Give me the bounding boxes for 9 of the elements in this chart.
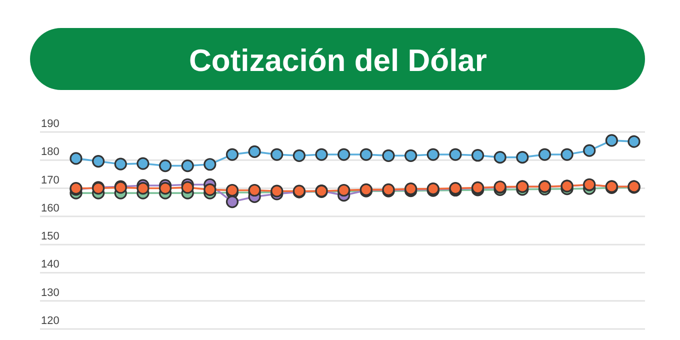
y-tick-label: 150 xyxy=(41,230,60,243)
y-tick-label: 140 xyxy=(41,258,60,271)
y-tick-label: 120 xyxy=(41,315,60,327)
y-tick-label: 170 xyxy=(41,174,60,186)
y-tick-label: 180 xyxy=(41,146,60,158)
y-tick-label: 160 xyxy=(41,202,60,214)
y-tick-label: 130 xyxy=(41,286,60,299)
y-tick-label: 190 xyxy=(41,118,60,130)
chart-title: Cotización del Dólar xyxy=(189,43,487,78)
